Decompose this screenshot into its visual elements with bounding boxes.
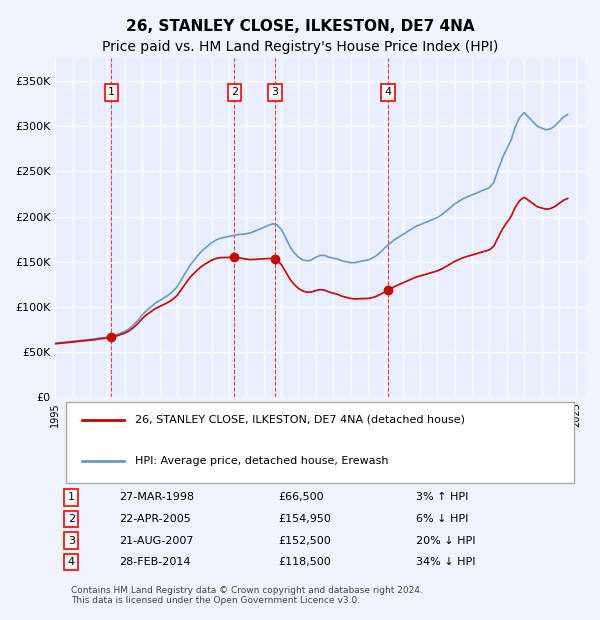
Text: £152,500: £152,500 [278,536,331,546]
FancyBboxPatch shape [66,402,574,483]
Text: 26, STANLEY CLOSE, ILKESTON, DE7 4NA: 26, STANLEY CLOSE, ILKESTON, DE7 4NA [125,19,475,33]
Text: 3: 3 [271,87,278,97]
Text: 2: 2 [231,87,238,97]
Text: 34% ↓ HPI: 34% ↓ HPI [416,557,475,567]
Text: 3% ↑ HPI: 3% ↑ HPI [416,492,468,502]
Text: 4: 4 [68,557,75,567]
Text: Contains HM Land Registry data © Crown copyright and database right 2024.
This d: Contains HM Land Registry data © Crown c… [71,586,423,605]
Text: £154,950: £154,950 [278,514,331,524]
Text: 4: 4 [385,87,392,97]
Text: 1: 1 [108,87,115,97]
Text: 21-AUG-2007: 21-AUG-2007 [119,536,193,546]
Text: £118,500: £118,500 [278,557,331,567]
Text: HPI: Average price, detached house, Erewash: HPI: Average price, detached house, Erew… [135,456,388,466]
Text: 28-FEB-2014: 28-FEB-2014 [119,557,190,567]
Text: 20% ↓ HPI: 20% ↓ HPI [416,536,475,546]
Text: 3: 3 [68,536,75,546]
Text: £66,500: £66,500 [278,492,323,502]
Text: 22-APR-2005: 22-APR-2005 [119,514,191,524]
Text: 26, STANLEY CLOSE, ILKESTON, DE7 4NA (detached house): 26, STANLEY CLOSE, ILKESTON, DE7 4NA (de… [135,415,465,425]
Text: 2: 2 [68,514,75,524]
Text: 27-MAR-1998: 27-MAR-1998 [119,492,194,502]
Text: 6% ↓ HPI: 6% ↓ HPI [416,514,468,524]
Text: Price paid vs. HM Land Registry's House Price Index (HPI): Price paid vs. HM Land Registry's House … [102,40,498,55]
Text: 1: 1 [68,492,75,502]
